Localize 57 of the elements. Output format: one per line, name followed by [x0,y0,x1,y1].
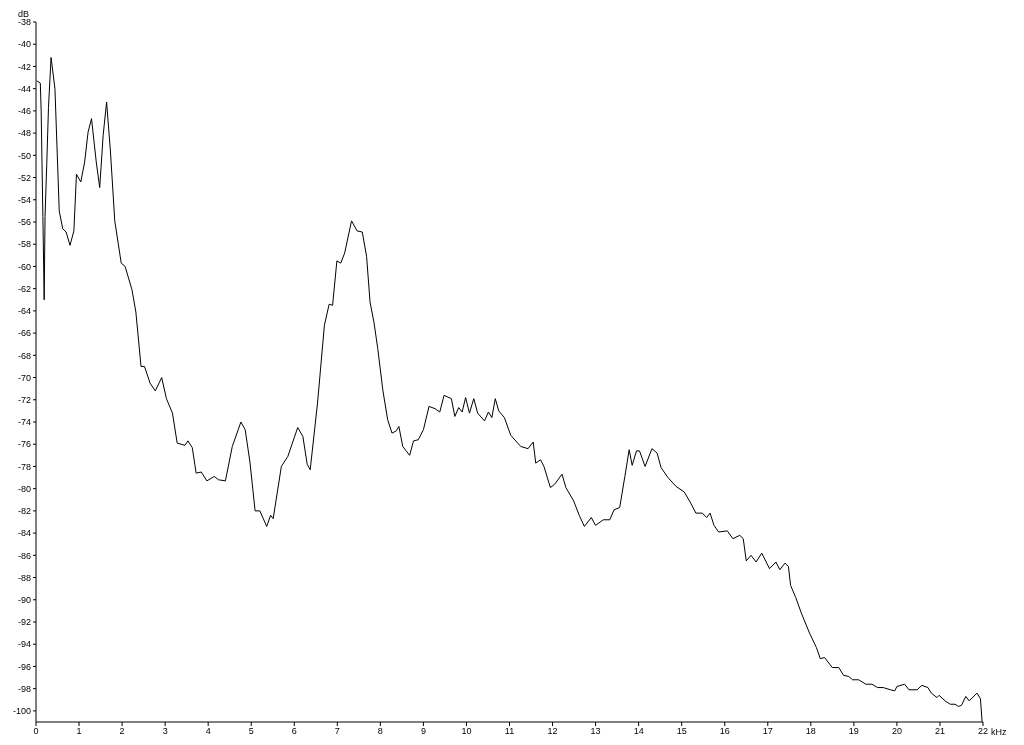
y-tick-label: -60 [17,261,31,272]
x-tick-label: 6 [291,726,297,737]
x-tick-label: 2 [119,726,125,737]
y-tick-label: -86 [17,550,31,561]
y-tick-label: -46 [17,106,31,117]
x-tick-label: 8 [377,726,383,737]
y-tick-label: -58 [17,239,31,250]
x-axis-title: kHz [991,727,1007,737]
y-tick-label: -56 [17,217,31,228]
x-tick-label: 1 [76,726,82,737]
x-tick-label: 7 [334,726,340,737]
y-tick-label: -44 [17,83,31,94]
x-tick-label: 16 [719,726,730,737]
y-tick-label: -80 [17,483,31,494]
x-tick-label: 11 [504,726,515,737]
x-tick-label: 15 [676,726,687,737]
y-tick-label: -48 [17,128,31,139]
y-axis-title: dB [18,9,30,19]
y-tick-label: -92 [17,617,31,628]
x-tick-label: 17 [762,726,773,737]
y-tick-label: -98 [17,683,31,694]
y-tick-label: -76 [17,439,31,450]
y-tick-label: -78 [17,461,31,472]
x-tick-label: 20 [891,726,902,737]
y-tick-label: -74 [17,417,31,428]
x-tick-label: 13 [590,726,601,737]
y-tick-label: -42 [17,61,31,72]
x-tick-label: 0 [33,726,39,737]
x-tick-label: 18 [805,726,816,737]
y-tick-label: -72 [17,394,31,405]
x-tick-label: 22 [977,726,989,737]
y-tick-label: -64 [17,306,31,317]
y-tick-label: -96 [17,661,31,672]
y-tick-label: -40 [17,39,31,50]
x-tick-label: 9 [420,726,426,737]
x-tick-label: 12 [547,726,558,737]
x-tick-label: 4 [205,726,211,737]
y-tick-label: -38 [17,17,31,28]
x-tick-label: 19 [848,726,859,737]
y-tick-label: -88 [17,572,31,583]
x-tick-label: 14 [633,726,644,737]
x-tick-label: 21 [934,726,945,737]
y-tick-label: -52 [17,172,31,183]
y-tick-label: -54 [17,194,31,205]
y-tick-label: -94 [17,639,31,650]
x-tick-label: 3 [162,726,168,737]
x-tick-label: 5 [248,726,254,737]
y-tick-label: -90 [17,594,31,605]
y-tick-label: -82 [17,506,31,517]
y-tick-label: -66 [17,328,31,339]
x-tick-label: 10 [461,726,472,737]
y-tick-label: -62 [17,283,31,294]
y-tick-label: -100 [12,706,31,717]
y-tick-label: -70 [17,372,31,383]
y-tick-label: -50 [17,150,31,161]
y-tick-label: -68 [17,350,31,361]
y-tick-label: -84 [17,528,31,539]
